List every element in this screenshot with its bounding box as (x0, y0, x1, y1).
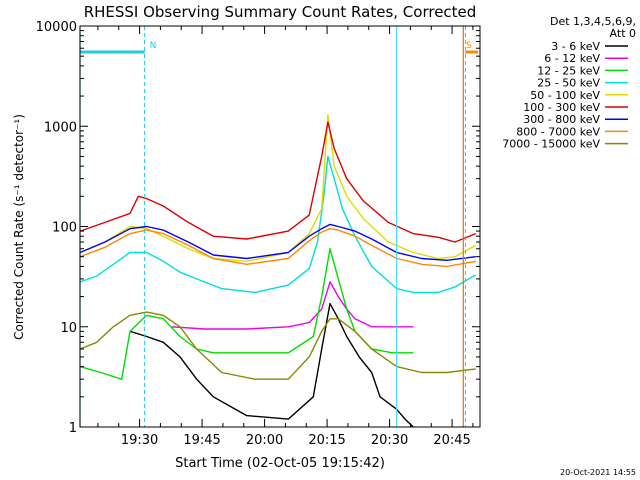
legend-label-100-300-kev: 100 - 300 keV (523, 101, 600, 114)
series-line-100-300-kev (79, 121, 477, 243)
legend-header: Det 1,3,4,5,6,9, (550, 15, 636, 28)
y-axis: 1 10 100 1000 10000 (36, 20, 480, 436)
x-tick-label: 19:30 (121, 433, 158, 448)
plot-frame (79, 25, 481, 428)
x-axis-label: Start Time (02-Oct-05 19:15:42) (175, 456, 385, 471)
legend-label-6-12-kev: 6 - 12 keV (544, 52, 600, 65)
series-line-12-25-kev (79, 247, 414, 380)
legend-label-12-25-kev: 12 - 25 keV (537, 64, 600, 77)
series-line-50-100-kev (79, 114, 477, 262)
timestamp-footer: 20-Oct-2021 14:55 (560, 468, 636, 477)
series-line-25-50-kev (79, 155, 477, 294)
x-axis: 19:30 19:45 20:00 20:15 20:30 20:45 (97, 26, 474, 448)
y-tick-label: 10000 (36, 20, 77, 35)
legend-label-25-50-kev: 25 - 50 keV (537, 77, 600, 90)
legend-label-3-6-kev: 3 - 6 keV (551, 40, 600, 53)
y-tick-label: 1000 (44, 120, 77, 135)
series-line-7000-15000-kev (79, 311, 476, 380)
x-tick-label: 19:45 (183, 433, 220, 448)
y-tick-label: 1 (69, 421, 77, 436)
x-tick-label: 20:00 (246, 433, 283, 448)
y-axis-label: Corrected Count Rate (s⁻¹ detector⁻¹) (12, 114, 26, 340)
plot-series (79, 114, 477, 428)
x-tick-label: 20:30 (371, 433, 408, 448)
marker-label-s: S (466, 41, 472, 51)
legend-label-800-7000-kev: 800 - 7000 keV (516, 125, 600, 138)
marker-label-n: N (150, 41, 157, 51)
chart-title: RHESSI Observing Summary Count Rates, Co… (84, 3, 477, 21)
legend-header: Att 0 (610, 27, 636, 40)
x-tick-label: 20:15 (308, 433, 345, 448)
legend-label-50-100-kev: 50 - 100 keV (530, 89, 600, 102)
series-line-6-12-kev (171, 281, 414, 330)
y-tick-label: 10 (60, 321, 77, 336)
series-line-3-6-kev (129, 302, 414, 428)
legend-label-300-800-kev: 300 - 800 keV (523, 113, 600, 126)
y-tick-label: 100 (52, 221, 77, 236)
legend-label-7000-15000-kev: 7000 - 15000 keV (502, 138, 600, 151)
x-tick-label: 20:45 (433, 433, 470, 448)
